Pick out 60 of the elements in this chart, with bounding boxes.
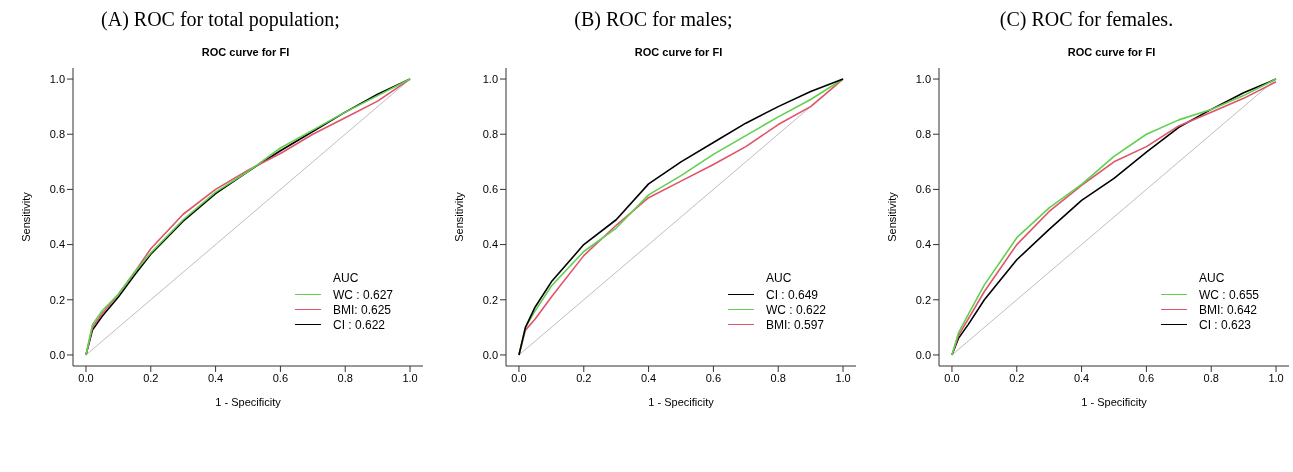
y-tick-label: 1.0 [915, 72, 931, 85]
y-tick-label: 0.8 [482, 128, 498, 141]
legend-label: CI : 0.649 [765, 287, 818, 302]
x-tick-label: 0.2 [1009, 371, 1025, 384]
x-tick-label: 0.8 [1203, 371, 1219, 384]
legend-label: BMI: 0.625 [332, 302, 391, 317]
x-axis-title: 1 - Specificity [648, 396, 715, 408]
x-tick-label: 1.0 [835, 371, 851, 384]
y-tick-label: 0.4 [482, 238, 498, 251]
x-tick-label: 1.0 [1268, 371, 1284, 384]
x-tick-label: 0.6 [272, 371, 289, 384]
x-tick-label: 0.2 [143, 371, 159, 384]
x-axis-title: 1 - Specificity [1081, 396, 1148, 408]
y-tick-label: 0.8 [915, 128, 931, 141]
x-tick-label: 0.6 [1138, 371, 1155, 384]
y-axis-title: Sensitivity [885, 191, 898, 242]
x-axis-title: 1 - Specificity [215, 396, 282, 408]
legend-title: AUC [764, 271, 793, 285]
y-tick-label: 0.0 [482, 348, 498, 361]
x-tick-label: 0.8 [337, 371, 353, 384]
y-tick-label: 0.2 [49, 293, 65, 306]
legend-label: WC : 0.655 [1198, 287, 1259, 302]
legend-title: AUC [331, 271, 360, 285]
y-tick-label: 0.0 [49, 348, 65, 361]
y-tick-label: 0.2 [915, 293, 931, 306]
y-tick-label: 0.6 [915, 183, 931, 196]
legend-label: CI : 0.623 [1198, 317, 1251, 332]
y-tick-label: 0.0 [915, 348, 931, 361]
y-axis-title: Sensitivity [19, 191, 32, 242]
x-tick-label: 0.8 [770, 371, 786, 384]
x-tick-label: 1.0 [402, 371, 418, 384]
x-tick-label: 0.2 [576, 371, 592, 384]
y-tick-label: 0.6 [482, 183, 498, 196]
y-tick-label: 0.4 [915, 238, 931, 251]
chart-title: (C) ROC for females. [998, 8, 1175, 33]
x-tick-label: 0.6 [705, 371, 722, 384]
y-tick-label: 1.0 [49, 72, 65, 85]
chart-title: (B) ROC for males; [573, 8, 734, 33]
chart-subtitle: ROC curve for FI [200, 46, 291, 58]
x-tick-label: 0.4 [640, 371, 657, 384]
x-tick-label: 0.4 [1073, 371, 1090, 384]
y-tick-label: 0.6 [49, 183, 65, 196]
chart-subtitle: ROC curve for FI [1066, 46, 1157, 58]
x-tick-label: 0.0 [511, 371, 527, 384]
x-tick-label: 0.0 [944, 371, 960, 384]
chart-title: (A) ROC for total population; [100, 8, 341, 33]
y-tick-label: 0.8 [49, 128, 65, 141]
legend-label: WC : 0.627 [332, 287, 393, 302]
legend-label: WC : 0.622 [765, 302, 826, 317]
legend-title: AUC [1197, 271, 1226, 285]
x-tick-label: 0.0 [78, 371, 94, 384]
y-axis-title: Sensitivity [452, 191, 465, 242]
y-tick-label: 1.0 [482, 72, 498, 85]
x-tick-label: 0.4 [207, 371, 224, 384]
chart-subtitle: ROC curve for FI [633, 46, 724, 58]
legend-label: BMI: 0.642 [1198, 302, 1257, 317]
y-tick-label: 0.2 [482, 293, 498, 306]
y-tick-label: 0.4 [49, 238, 65, 251]
legend-label: BMI: 0.597 [765, 317, 824, 332]
legend-label: CI : 0.622 [332, 317, 385, 332]
